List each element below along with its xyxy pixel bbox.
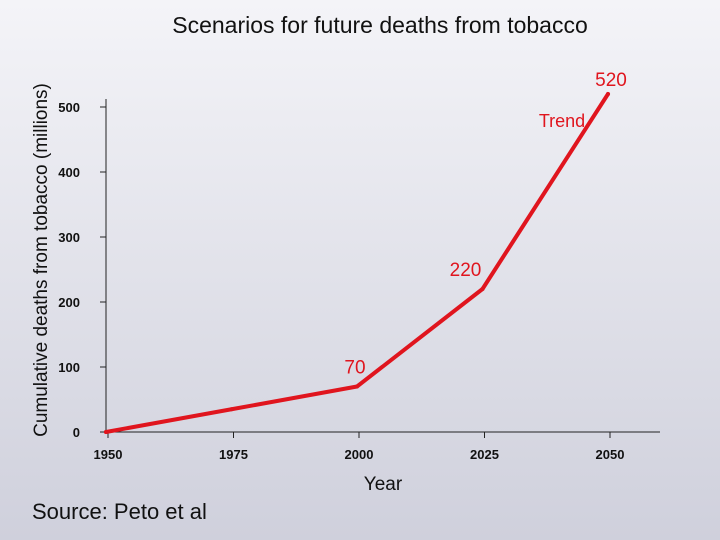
x-tick-label: 2000: [345, 447, 374, 462]
series-line-trend: [104, 92, 610, 434]
data-label: 220: [450, 260, 482, 281]
x-tick-label: 1975: [219, 447, 248, 462]
x-axis-label: Year: [364, 474, 403, 495]
y-tick-label: 400: [58, 165, 80, 180]
data-label: 520: [595, 70, 627, 91]
data-point: [229, 407, 234, 412]
series-layer: [104, 92, 610, 434]
x-tick-label: 1950: [94, 447, 123, 462]
y-tick-label: 500: [58, 100, 80, 115]
chart-title: Scenarios for future deaths from tobacco: [172, 12, 588, 38]
x-tick-label: 2050: [596, 447, 625, 462]
data-point: [104, 430, 108, 434]
y-axis-label: Cumulative deaths from tobacco (millions…: [31, 83, 52, 437]
source-note: Source: Peto et al: [32, 499, 207, 524]
axes: 0 100 200 300 400 500 1950 1975 2000 2025 2050: [58, 99, 660, 462]
data-label: 70: [344, 358, 365, 379]
x-tick-label: 2025: [470, 447, 499, 462]
data-point: [480, 287, 485, 291]
data-labels-layer: 70 220 520 Trend: [344, 70, 626, 379]
data-point: [606, 92, 610, 96]
y-tick-label: 300: [58, 230, 80, 245]
data-point: [355, 384, 359, 389]
y-tick-label: 100: [58, 360, 80, 375]
y-tick-label: 200: [58, 295, 80, 310]
series-annotation-trend: Trend: [539, 111, 585, 131]
y-tick-label: 0: [73, 425, 80, 440]
